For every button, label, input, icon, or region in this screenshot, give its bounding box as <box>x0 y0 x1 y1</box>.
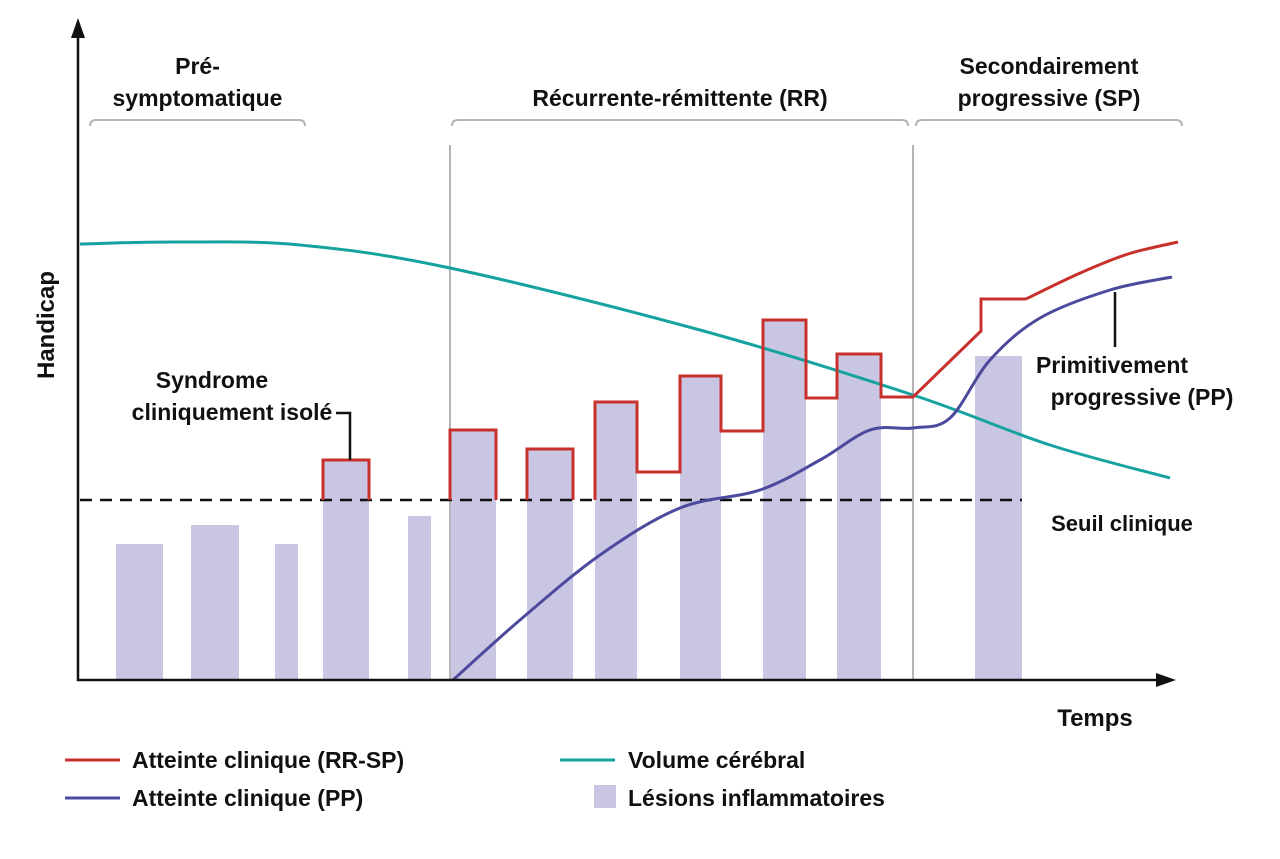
legend: Atteinte clinique (RR-SP) Atteinte clini… <box>65 747 885 811</box>
rr-sp-segment-2 <box>448 428 498 500</box>
series-lines <box>79 240 1179 682</box>
annotation-cis-line1: Syndrome <box>156 367 268 393</box>
lesion-bar-8 <box>595 402 637 680</box>
phase-dividers <box>449 145 914 680</box>
lesion-bar-7 <box>527 449 573 680</box>
x-axis-label: Temps <box>1057 705 1133 732</box>
annotation-pp-line2: progressive (PP) <box>1051 384 1234 410</box>
lesion-bar-3 <box>275 544 298 680</box>
lesion-bar-1 <box>116 544 163 680</box>
threshold-label: Seuil clinique <box>1051 511 1193 536</box>
phase-label-1-line1: Pré- <box>175 53 220 79</box>
phase-bracket-2 <box>451 119 909 127</box>
pp-line <box>451 275 1173 682</box>
phase-bracket-3 <box>915 119 1183 127</box>
phase-label-3-line1: Secondairement <box>960 53 1139 79</box>
lesion-bar-12 <box>975 356 1022 680</box>
legend-label-lesions: Lésions inflammatoires <box>628 785 885 811</box>
rr-sp-curve <box>1025 240 1179 301</box>
phase-label-2-line1: Récurrente-rémittente (RR) <box>532 85 827 111</box>
legend-label-rr-sp: Atteinte clinique (RR-SP) <box>132 747 404 773</box>
brain-volume-line <box>79 240 1171 480</box>
legend-label-brain-volume: Volume cérébral <box>628 747 805 773</box>
lesion-bar-9 <box>680 376 721 680</box>
phase-bracket-1 <box>89 119 306 127</box>
lesion-bar-2 <box>191 525 239 680</box>
lesion-bar-4 <box>323 460 369 680</box>
legend-swatch-lesions <box>594 785 616 808</box>
lesion-bar-6 <box>450 430 496 680</box>
lesion-bars <box>116 320 1022 680</box>
lesion-bar-11 <box>837 354 881 680</box>
phase-label-3-line2: progressive (SP) <box>958 85 1141 111</box>
phase-brackets: Pré-symptomatique Récurrente-rémittente (… <box>89 53 1183 127</box>
lesion-bar-5 <box>408 516 431 680</box>
rr-sp-segment-3 <box>525 447 575 500</box>
annotation-cis-line2: cliniquement isolé <box>132 399 333 425</box>
rr-sp-segment-4 <box>593 297 1026 500</box>
x-axis-arrow <box>1156 673 1176 687</box>
annotation-pp-line1: Primitivement <box>1036 352 1188 378</box>
y-axis-arrow <box>71 18 85 38</box>
annotation-cis-leader <box>336 411 352 460</box>
y-axis-label: Handicap <box>33 271 60 379</box>
legend-label-pp: Atteinte clinique (PP) <box>132 785 363 811</box>
phase-label-1-line2: symptomatique <box>113 85 283 111</box>
rr-sp-segment-1 <box>321 458 371 500</box>
